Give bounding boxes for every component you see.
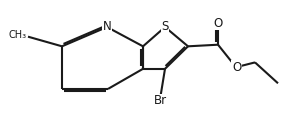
Text: Br: Br [153, 94, 167, 107]
Text: S: S [161, 20, 169, 33]
Text: O: O [232, 61, 241, 74]
Text: N: N [103, 20, 111, 33]
Text: O: O [213, 17, 223, 30]
Text: CH₃: CH₃ [9, 30, 26, 40]
